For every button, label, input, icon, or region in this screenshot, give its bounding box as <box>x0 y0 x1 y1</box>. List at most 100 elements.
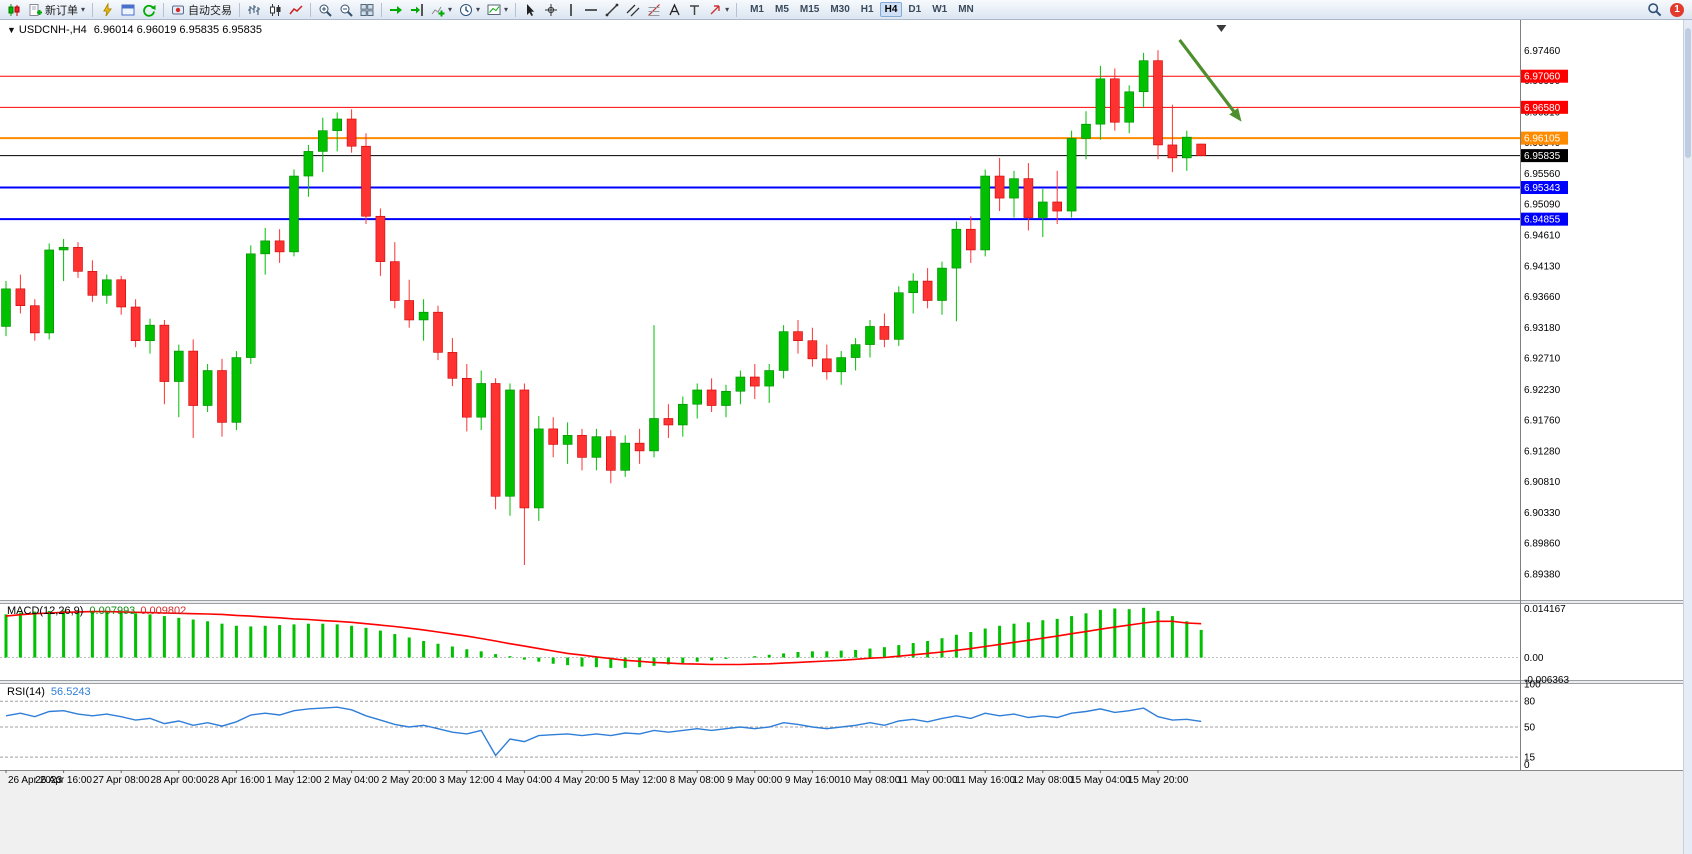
horizontal-level-lines[interactable] <box>0 75 1520 221</box>
search-icon <box>1648 3 1662 17</box>
level-price-badge <box>1521 100 1568 114</box>
price-axis-badges: 6.97060 6.96580 6.96105 6.95835 6.95343 6.948… <box>1521 69 1568 226</box>
timeframe-button-MN[interactable]: MN <box>953 2 979 17</box>
chart-window-button[interactable] <box>4 2 24 18</box>
svg-text:9 May 16:00: 9 May 16:00 <box>785 775 840 786</box>
toolbar-separator <box>515 2 517 17</box>
timeframe-button-M15[interactable]: M15 <box>795 2 824 17</box>
chart-shift-marker[interactable] <box>1216 25 1227 32</box>
svg-text:50: 50 <box>1524 723 1536 734</box>
chart-canvas[interactable]: 6.974606.969906.965106.960406.955606.950… <box>0 20 1692 854</box>
cursor-tool-button[interactable] <box>520 2 540 18</box>
time-axis-strip[interactable] <box>0 770 1692 854</box>
toolbar: 新订单 ▾ 自动交易 <box>0 0 1692 20</box>
refresh-button[interactable] <box>139 2 159 18</box>
svg-text:6.89380: 6.89380 <box>1524 570 1561 581</box>
toolbar-separator <box>736 2 738 17</box>
vertical-scrollbar[interactable] <box>1683 20 1692 854</box>
svg-text:6.95560: 6.95560 <box>1524 169 1561 180</box>
one-click-trading-toggle-icon[interactable]: ▼ <box>7 25 16 35</box>
templates-button[interactable]: ▾ <box>484 2 511 18</box>
arrows-tool-button[interactable]: ▾ <box>705 2 732 18</box>
crosshair-tool-button[interactable] <box>541 2 561 18</box>
svg-text:-0.006363: -0.006363 <box>1524 675 1569 686</box>
svg-text:2 May 20:00: 2 May 20:00 <box>382 775 437 786</box>
svg-text:26 Apr 2023: 26 Apr 2023 <box>8 775 62 786</box>
trendline-icon <box>605 3 619 16</box>
svg-text:6.92230: 6.92230 <box>1524 385 1561 396</box>
svg-text:28 Apr 16:00: 28 Apr 16:00 <box>208 775 265 786</box>
svg-text:6.96105: 6.96105 <box>1524 134 1561 145</box>
macd-pane: 0.014167 0.00 -0.006363 <box>0 604 1569 686</box>
trendline-tool-button[interactable] <box>602 2 622 18</box>
label-tool-button[interactable] <box>685 2 704 18</box>
vertical-line-tool-button[interactable] <box>562 2 580 18</box>
svg-text:10 May 08:00: 10 May 08:00 <box>840 775 901 786</box>
timeframe-button-H1[interactable]: H1 <box>856 2 879 17</box>
scrollbar-thumb[interactable] <box>1685 28 1691 158</box>
zoom-out-button[interactable] <box>336 2 356 18</box>
autotrading-button[interactable]: 自动交易 <box>168 2 235 18</box>
svg-text:6.95835: 6.95835 <box>1524 151 1561 162</box>
svg-text:26 Apr 16:00: 26 Apr 16:00 <box>35 775 92 786</box>
svg-text:6.96580: 6.96580 <box>1524 103 1561 114</box>
pane-separator-macd[interactable] <box>0 600 1692 604</box>
timeframe-button-H4[interactable]: H4 <box>879 2 903 17</box>
line-chart-type-button[interactable] <box>286 2 306 18</box>
svg-text:27 Apr 08:00: 27 Apr 08:00 <box>93 775 150 786</box>
timeframe-button-M30[interactable]: M30 <box>825 2 854 17</box>
zoom-in-button[interactable] <box>315 2 335 18</box>
channel-tool-button[interactable] <box>623 2 643 18</box>
svg-text:1 May 12:00: 1 May 12:00 <box>266 775 321 786</box>
timeframe-button-M1[interactable]: M1 <box>745 2 769 17</box>
periods-button[interactable]: ▾ <box>456 2 483 18</box>
horizontal-line-tool-button[interactable] <box>581 2 601 18</box>
svg-text:3 May 12:00: 3 May 12:00 <box>439 775 494 786</box>
svg-text:6.91280: 6.91280 <box>1524 446 1561 457</box>
search-button[interactable] <box>1644 2 1665 18</box>
candlestick-type-button[interactable] <box>265 2 285 18</box>
market-watch-button[interactable] <box>97 2 117 18</box>
pane-separator-rsi[interactable] <box>0 680 1692 684</box>
timeframe-button-D1[interactable]: D1 <box>903 2 926 17</box>
fibonacci-tool-button[interactable] <box>644 2 664 18</box>
macd-histogram <box>4 607 1203 668</box>
timeframe-buttons: M1 M5 M15 M30 H1 H4 D1 W1 MN <box>745 2 979 17</box>
svg-text:15 May 20:00: 15 May 20:00 <box>1128 775 1189 786</box>
bar-chart-type-button[interactable] <box>244 2 264 18</box>
level-price-badge <box>1521 131 1568 145</box>
auto-scroll-button[interactable] <box>386 2 406 18</box>
indicators-icon <box>431 6 445 16</box>
svg-text:5 May 12:00: 5 May 12:00 <box>612 775 667 786</box>
timeframe-button-M5[interactable]: M5 <box>770 2 794 17</box>
macd-axis: 0.014167 0.00 -0.006363 <box>1524 604 1569 686</box>
terminal-button[interactable] <box>118 2 138 18</box>
svg-text:12 May 08:00: 12 May 08:00 <box>1012 775 1073 786</box>
toolbar-separator <box>92 2 94 17</box>
tile-windows-button[interactable] <box>357 2 377 18</box>
trend-arrow-annotation[interactable] <box>1178 38 1242 122</box>
rsi-line <box>5 706 1202 757</box>
timeframe-button-W1[interactable]: W1 <box>927 2 952 17</box>
price-axis[interactable]: 6.974606.969906.965106.960406.955606.950… <box>1524 46 1561 581</box>
new-order-icon <box>29 3 42 16</box>
zoom-in-icon <box>319 4 332 17</box>
notification-badge[interactable]: 1 <box>1670 2 1684 17</box>
svg-text:0.00: 0.00 <box>1524 653 1544 664</box>
new-order-button[interactable]: 新订单 ▾ <box>25 2 88 18</box>
svg-text:6.95090: 6.95090 <box>1524 199 1561 210</box>
fibonacci-icon <box>648 3 660 16</box>
text-tool-button[interactable] <box>665 2 684 18</box>
auto-scroll-icon <box>390 5 403 14</box>
svg-text:6.91760: 6.91760 <box>1524 415 1561 426</box>
indicators-button[interactable]: ▾ <box>428 2 455 18</box>
svg-text:4 May 20:00: 4 May 20:00 <box>554 775 609 786</box>
svg-text:80: 80 <box>1524 697 1536 708</box>
svg-text:15: 15 <box>1524 753 1536 764</box>
chart-shift-button[interactable] <box>407 2 427 18</box>
macd-signal-line <box>5 610 1202 666</box>
candle-chart-icon <box>8 3 20 16</box>
toolbar-separator <box>381 2 383 17</box>
svg-text:11 May 00:00: 11 May 00:00 <box>898 775 958 786</box>
